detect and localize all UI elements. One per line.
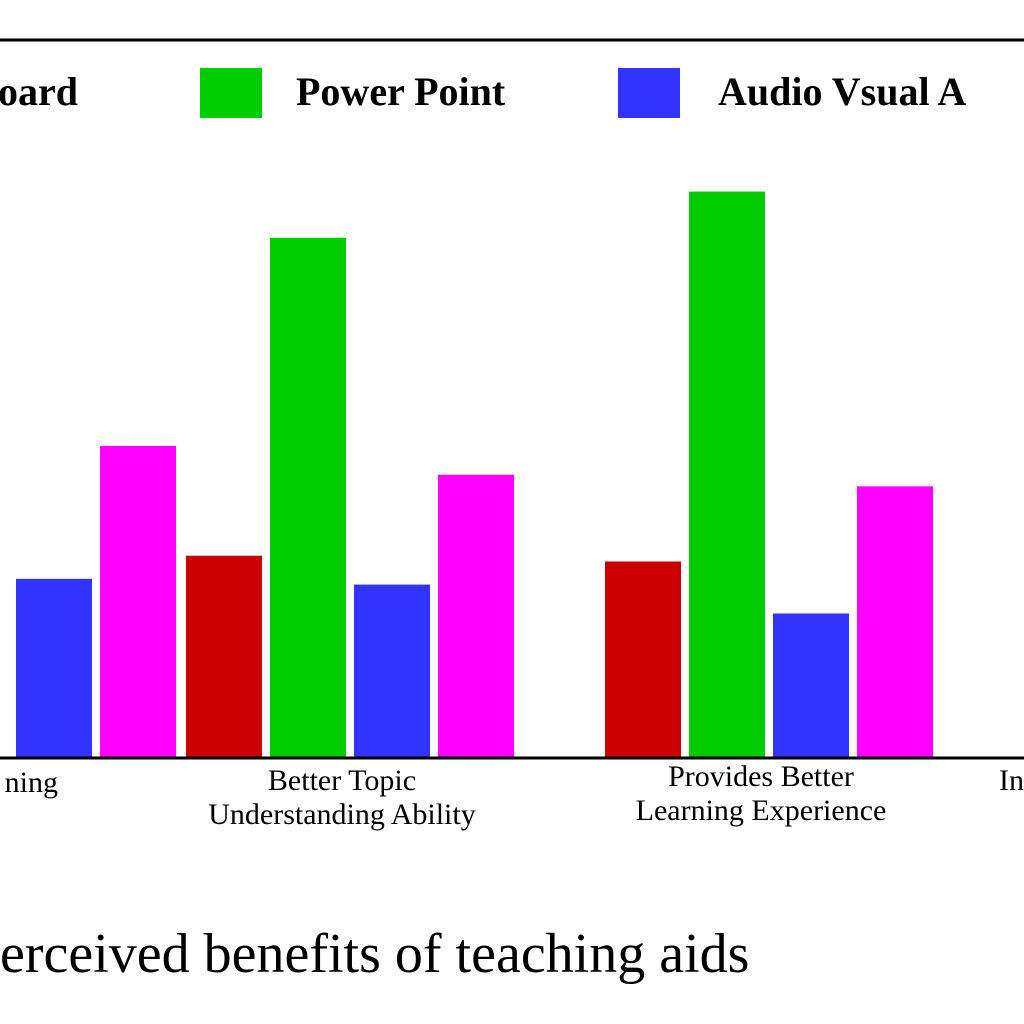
legend-label-1: Power Point	[296, 69, 506, 114]
legend: oard Power Point Audio Vsual A	[0, 68, 966, 118]
bars	[16, 191, 933, 759]
x-tick-label-1-line-0: Better Topic	[268, 764, 416, 797]
bar-series-0-category-1	[186, 555, 262, 758]
bar-series-2-category-2	[773, 613, 849, 758]
bar-series-1-category-2	[689, 191, 765, 758]
bar-series-2-category-1	[354, 584, 430, 758]
x-tick-label-3-line-0: In	[999, 764, 1024, 797]
bar-series-3-category-2	[857, 486, 933, 758]
legend-label-2: Audio Vsual A	[718, 69, 966, 114]
legend-label-0: oard	[0, 69, 78, 114]
x-tick-label-2-line-0: Provides Better	[668, 760, 854, 793]
bar-series-3-category-0	[100, 445, 176, 758]
figure-caption: erceived benefits of teaching aids	[0, 923, 749, 985]
bar-series-1-category-1	[270, 237, 346, 759]
x-tick-label-0-line-0: ning	[5, 766, 58, 799]
x-tick-label-1-line-1: Understanding Ability	[208, 798, 475, 831]
legend-swatch-1	[200, 68, 262, 118]
legend-swatch-2	[618, 68, 680, 118]
x-tick-label-2-line-1: Learning Experience	[636, 794, 887, 827]
bar-series-2-category-0	[16, 578, 92, 758]
bar-series-3-category-1	[438, 474, 514, 758]
bar-series-0-category-2	[605, 561, 681, 758]
